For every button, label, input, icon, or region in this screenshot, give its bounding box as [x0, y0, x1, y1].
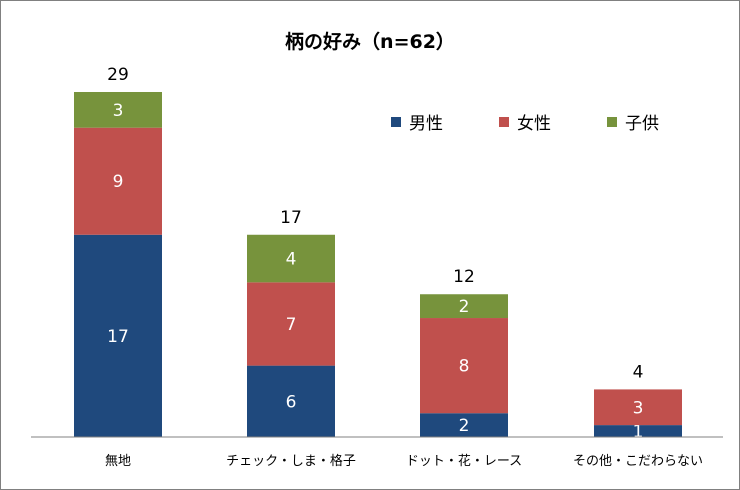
total-label: 4 — [633, 362, 644, 382]
legend-swatch-child — [607, 116, 617, 127]
data-label: 9 — [113, 172, 124, 192]
data-label: 1 — [633, 422, 644, 442]
data-label: 3 — [633, 398, 644, 418]
data-label: 2 — [459, 416, 470, 436]
legend-item-male: 男性 — [391, 109, 443, 134]
data-label: 6 — [286, 392, 297, 412]
total-label: 12 — [453, 267, 475, 287]
legend: 男性 女性 子供 — [391, 109, 659, 134]
chart-title: 柄の好み（n=62） — [285, 31, 455, 53]
legend-label-female: 女性 — [517, 114, 551, 134]
data-label: 8 — [459, 357, 470, 377]
legend-label-child: 子供 — [625, 114, 659, 134]
x-tick-label: その他・こだわらない — [573, 454, 703, 469]
bar-segment — [74, 92, 162, 128]
data-label: 2 — [459, 297, 470, 317]
legend-item-female: 女性 — [499, 109, 551, 134]
bar-segment — [247, 365, 335, 437]
bar-segment — [247, 282, 335, 366]
bar-segment — [74, 127, 162, 235]
data-label: 17 — [107, 327, 129, 347]
x-tick-label: 無地 — [105, 454, 131, 469]
total-label: 17 — [280, 208, 302, 228]
bar-segment — [420, 318, 508, 414]
bar-segment — [594, 389, 682, 426]
data-label: 4 — [286, 250, 297, 270]
bar-segment — [247, 234, 335, 283]
legend-swatch-male — [391, 116, 401, 127]
bar-segment — [420, 294, 508, 319]
bar-segment — [420, 413, 508, 437]
x-tick-label: ドット・花・レース — [406, 453, 522, 469]
data-label: 3 — [113, 101, 124, 121]
legend-swatch-female — [499, 116, 509, 127]
bar-segment — [594, 425, 682, 437]
bar-segment — [74, 234, 162, 437]
total-label: 29 — [107, 65, 129, 85]
legend-item-child: 子供 — [607, 109, 659, 134]
x-tick-label: チェック・しま・格子 — [226, 453, 356, 469]
legend-label-male: 男性 — [409, 114, 443, 134]
data-label: 7 — [286, 315, 297, 335]
